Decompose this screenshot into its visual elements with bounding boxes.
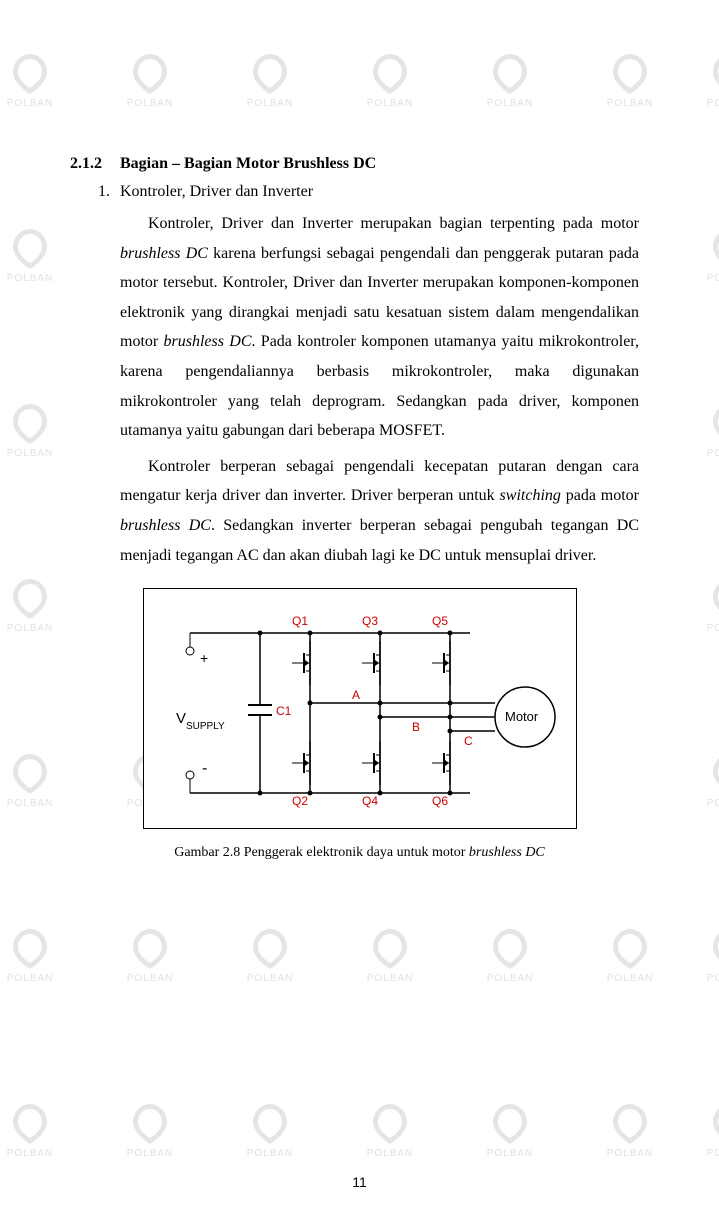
svg-text:Q3: Q3 <box>362 614 378 628</box>
caption-italic: brushless DC <box>469 845 545 860</box>
list-item-text: Kontroler, Driver dan Inverter <box>120 183 313 200</box>
svg-text:Motor: Motor <box>505 709 539 724</box>
svg-text:Q5: Q5 <box>432 614 448 628</box>
p1-italic-2: brushless DC <box>164 333 252 350</box>
circuit-diagram-svg: + - VSUPPLY C1 Q1 Q2 Q3 Q4 Q5 Q6 A B C Motor <box>160 603 560 813</box>
page-content: 2.1.2Bagian – Bagian Motor Brushless DC … <box>0 0 719 861</box>
svg-text:A: A <box>352 688 360 702</box>
heading-title: Bagian – Bagian Motor Brushless DC <box>120 155 376 172</box>
list-item-number: 1. <box>98 183 120 201</box>
figure-2-8: + - VSUPPLY C1 Q1 Q2 Q3 Q4 Q5 Q6 A B C Motor Gambar 2… <box>70 588 649 861</box>
svg-text:V: V <box>176 710 186 727</box>
paragraph-1: Kontroler, Driver dan Inverter merupakan… <box>120 209 639 446</box>
list-item-1: 1.Kontroler, Driver dan Inverter <box>98 183 649 201</box>
svg-text:Q1: Q1 <box>292 614 308 628</box>
figure-box: + - VSUPPLY C1 Q1 Q2 Q3 Q4 Q5 Q6 A B C Motor <box>143 588 577 829</box>
svg-text:Q2: Q2 <box>292 794 308 808</box>
svg-text:+: + <box>200 650 208 666</box>
figure-caption: Gambar 2.8 Penggerak elektronik daya unt… <box>70 845 649 861</box>
p1-text-a: Kontroler, Driver dan Inverter merupakan… <box>148 215 639 232</box>
heading-number: 2.1.2 <box>70 155 120 173</box>
paragraph-2: Kontroler berperan sebagai pengendali ke… <box>120 452 639 570</box>
svg-text:C: C <box>464 734 473 748</box>
p1-italic-1: brushless DC <box>120 245 208 262</box>
p2-italic-2: brushless DC <box>120 517 211 534</box>
svg-text:Q4: Q4 <box>362 794 378 808</box>
svg-text:SUPPLY: SUPPLY <box>186 721 225 732</box>
section-heading: 2.1.2Bagian – Bagian Motor Brushless DC <box>70 155 649 173</box>
svg-text:Q6: Q6 <box>432 794 448 808</box>
svg-text:-: - <box>202 760 207 777</box>
svg-text:B: B <box>412 720 420 734</box>
p2-italic-1: switching <box>500 487 561 504</box>
page-number: 11 <box>0 1174 719 1190</box>
svg-text:C1: C1 <box>276 704 292 718</box>
caption-text: Gambar 2.8 Penggerak elektronik daya unt… <box>174 845 469 860</box>
p2-text-c: pada motor <box>561 487 639 504</box>
